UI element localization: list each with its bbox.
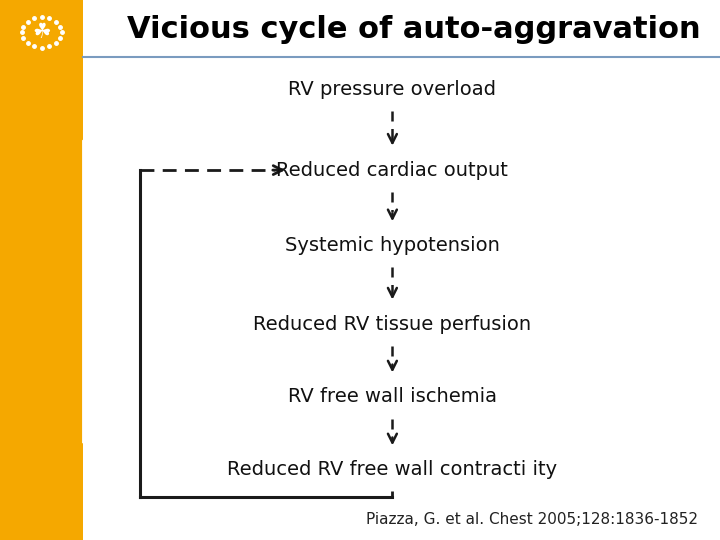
Text: RV pressure overload: RV pressure overload — [289, 79, 496, 99]
Text: Vicious cycle of auto-aggravation: Vicious cycle of auto-aggravation — [127, 15, 701, 44]
Text: ☘: ☘ — [32, 22, 51, 43]
Polygon shape — [83, 140, 284, 443]
Text: Reduced RV tissue perfusion: Reduced RV tissue perfusion — [253, 314, 531, 334]
Text: Reduced cardiac output: Reduced cardiac output — [276, 160, 508, 180]
Text: Piazza, G. et al. Chest 2005;128:1836-1852: Piazza, G. et al. Chest 2005;128:1836-18… — [366, 511, 698, 526]
FancyBboxPatch shape — [0, 0, 83, 540]
Text: Systemic hypotension: Systemic hypotension — [285, 236, 500, 255]
Text: Reduced RV free wall contracti ity: Reduced RV free wall contracti ity — [228, 460, 557, 480]
Text: RV free wall ischemia: RV free wall ischemia — [288, 387, 497, 407]
